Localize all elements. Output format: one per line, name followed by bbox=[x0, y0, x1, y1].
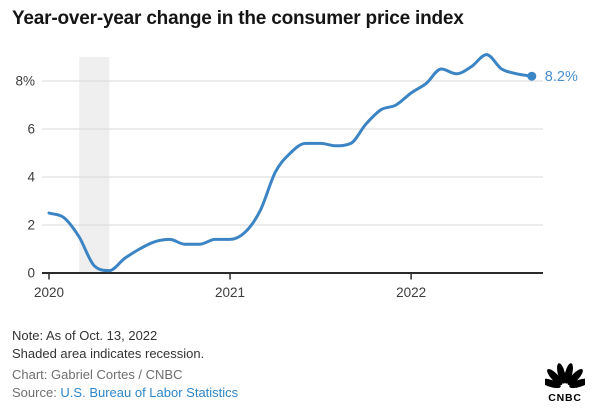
y-axis-tick-label: 6 bbox=[27, 122, 35, 137]
y-axis-tick-label: 2 bbox=[27, 218, 35, 233]
recession-band bbox=[79, 57, 110, 273]
peacock-icon bbox=[540, 363, 590, 389]
y-axis-tick-label: 0 bbox=[27, 266, 35, 281]
end-point-marker bbox=[527, 71, 537, 81]
end-point-label: 8.2% bbox=[545, 69, 578, 85]
x-axis-tick-label: 2022 bbox=[396, 285, 426, 300]
source-label: Source: bbox=[12, 385, 61, 400]
chart-title: Year-over-year change in the consumer pr… bbox=[12, 8, 464, 29]
note-line-1: Note: As of Oct. 13, 2022 bbox=[12, 328, 158, 343]
source-line: Source: U.S. Bureau of Labor Statistics bbox=[12, 385, 238, 400]
x-axis-tick-label: 2021 bbox=[215, 285, 245, 300]
cnbc-wordmark: CNBC bbox=[548, 392, 582, 404]
y-axis-tick-label: 8% bbox=[15, 74, 35, 89]
cpi-line bbox=[47, 53, 534, 273]
x-axis-tick-label: 2020 bbox=[34, 285, 64, 300]
note-line-2: Shaded area indicates recession. bbox=[12, 346, 205, 361]
source-link[interactable]: U.S. Bureau of Labor Statistics bbox=[60, 385, 239, 400]
cnbc-logo: CNBC bbox=[540, 361, 590, 404]
y-axis-tick-label: 4 bbox=[27, 170, 35, 185]
chart-credit: Chart: Gabriel Cortes / CNBC bbox=[12, 367, 183, 382]
